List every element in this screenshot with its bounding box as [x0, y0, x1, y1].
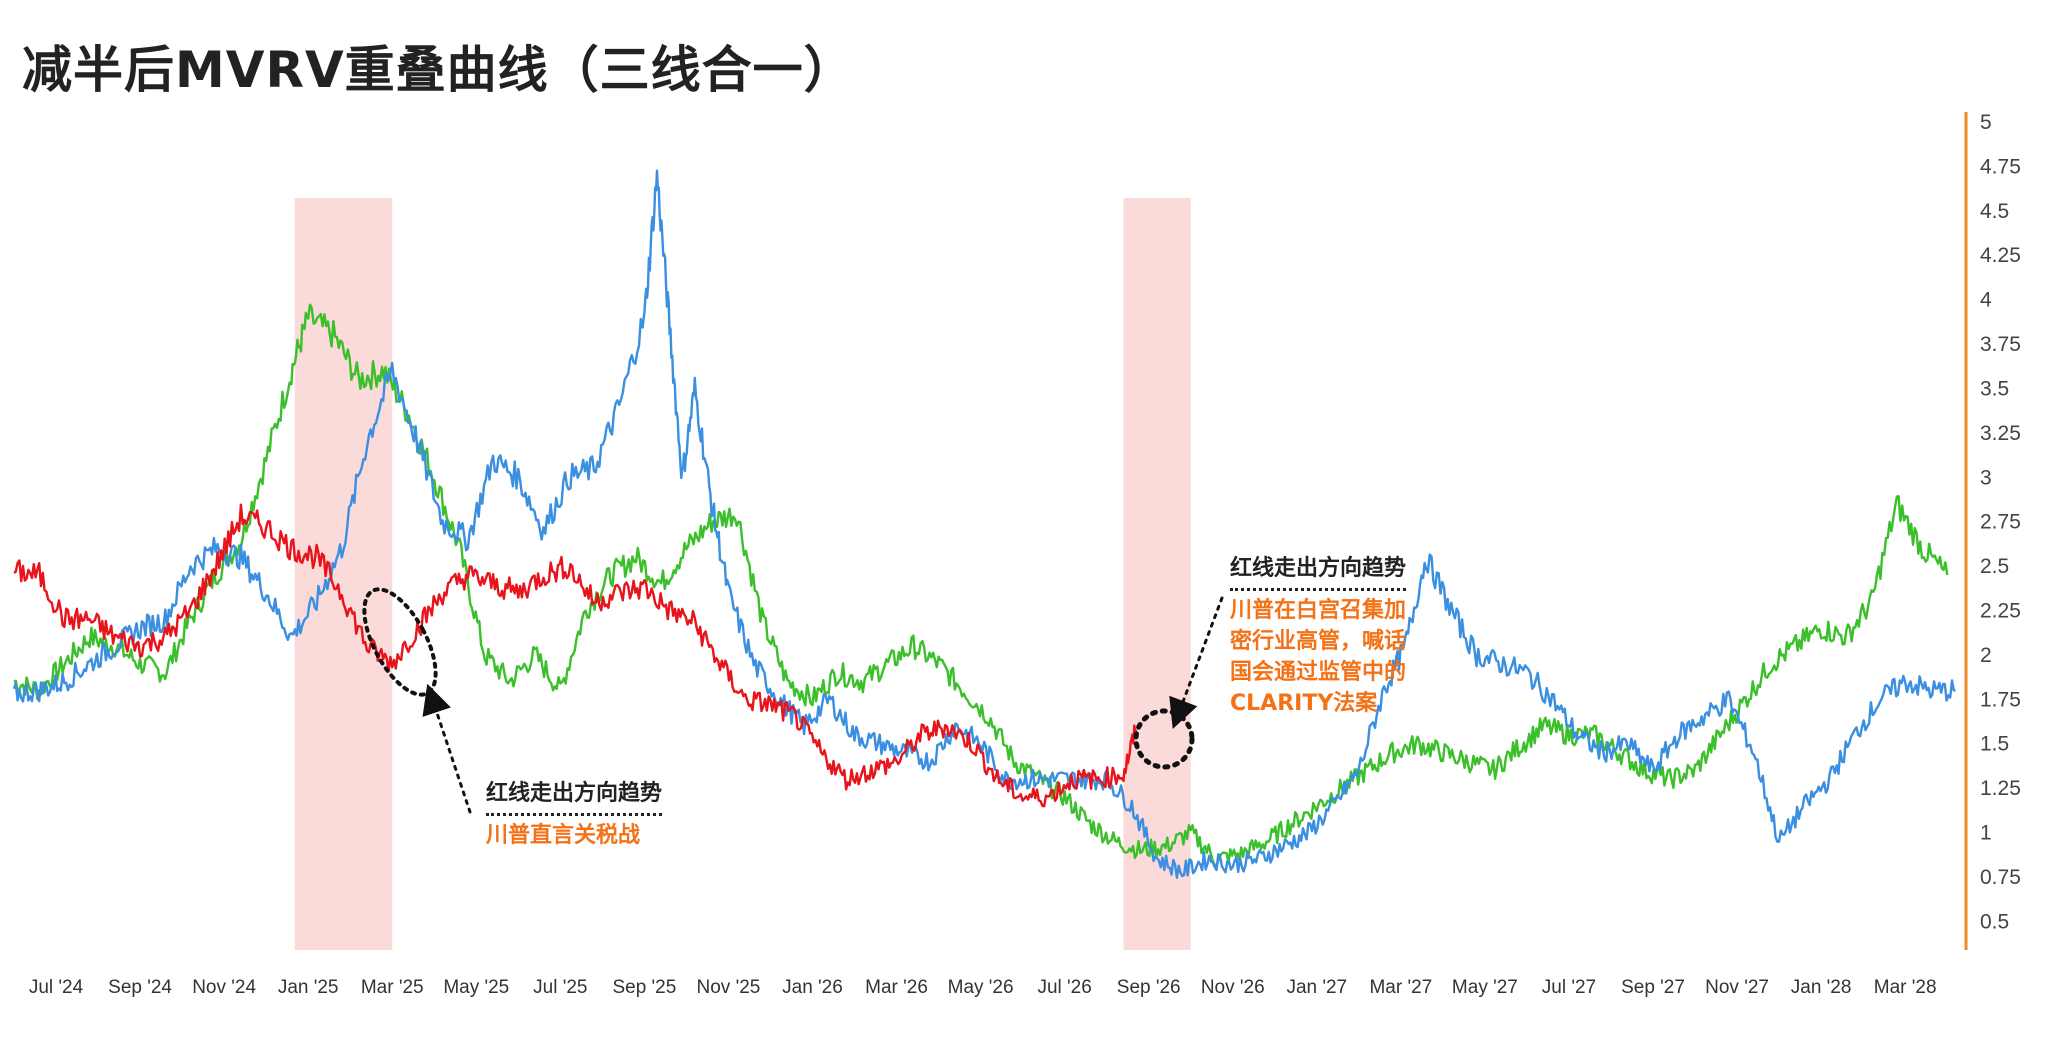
y-tick-label: 3	[1980, 466, 1992, 489]
shaded-region-1	[294, 198, 393, 950]
y-tick-label: 4	[1980, 289, 1992, 312]
y-tick-label: 1	[1980, 822, 1992, 845]
x-tick-label: May '25	[443, 977, 509, 998]
chart-title: 减半后MVRV重叠曲线（三线合一）	[22, 41, 855, 99]
annotation-clarity-body-3: 国会通过监管中的	[1230, 660, 1407, 685]
annotation-tariff-head: 红线走出方向趋势	[486, 781, 663, 806]
shaded-region-2	[1123, 198, 1191, 950]
y-tick-label: 3.25	[1980, 422, 2021, 445]
clarity-circle	[1133, 708, 1195, 770]
annotation-tariff: 红线走出方向趋势 川普直言关税战	[486, 778, 663, 851]
y-tick-label: 1.25	[1980, 777, 2021, 800]
annotation-clarity-body-2: 密行业高管，喊话	[1230, 629, 1407, 654]
x-tick-label: Jul '26	[1037, 977, 1091, 998]
x-tick-label: Nov '27	[1705, 977, 1769, 998]
y-tick-label: 4.5	[1980, 200, 2009, 223]
x-tick-label: Sep '26	[1117, 977, 1181, 998]
y-tick-label: 0.75	[1980, 866, 2021, 889]
y-tick-label: 1.75	[1980, 688, 2021, 711]
x-axis: Jul '24 Sep '24 Nov '24 Jan '25 Mar '25 May '…	[29, 977, 1937, 998]
x-tick-label: Sep '24	[108, 977, 172, 998]
y-tick-label: 3.5	[1980, 377, 2009, 400]
x-tick-label: Mar '27	[1369, 977, 1432, 998]
y-tick-label: 5	[1980, 111, 1992, 134]
clarity-arrow	[1169, 596, 1224, 730]
annotation-clarity-body-1: 川普在白宫召集加	[1230, 598, 1407, 623]
x-tick-label: Jan '26	[782, 977, 843, 998]
y-tick-label: 4.25	[1980, 244, 2021, 267]
y-tick-label: 2.25	[1980, 599, 2021, 622]
y-tick-label: 2.75	[1980, 511, 2021, 534]
annotation-markers	[362, 587, 1224, 814]
y-tick-label: 2	[1980, 644, 1992, 667]
x-tick-label: Mar '25	[361, 977, 424, 998]
x-tick-label: Jan '27	[1286, 977, 1347, 998]
x-tick-label: Sep '25	[612, 977, 676, 998]
x-tick-label: Nov '25	[697, 977, 761, 998]
x-tick-label: Nov '24	[192, 977, 256, 998]
x-tick-label: Jul '27	[1542, 977, 1596, 998]
x-tick-label: Nov '26	[1201, 977, 1265, 998]
x-tick-label: Jul '24	[29, 977, 84, 998]
annotation-tariff-divider	[486, 813, 663, 816]
annotation-tariff-body: 川普直言关税战	[486, 823, 641, 848]
x-tick-label: Sep '27	[1621, 977, 1685, 998]
tariff-arrow	[422, 683, 472, 814]
blue-series-line	[12, 169, 1956, 879]
x-tick-label: May '27	[1452, 977, 1518, 998]
x-tick-label: Mar '28	[1874, 977, 1937, 998]
annotation-clarity-head: 红线走出方向趋势	[1230, 556, 1407, 581]
annotation-clarity: 红线走出方向趋势 川普在白宫召集加 密行业高管，喊话 国会通过监管中的 CLAR…	[1230, 553, 1407, 719]
y-tick-label: 3.75	[1980, 333, 2021, 356]
tariff-circle	[362, 587, 438, 697]
x-tick-label: Mar '26	[865, 977, 928, 998]
shaded-regions	[294, 198, 1191, 950]
y-tick-label: 0.5	[1980, 910, 2009, 933]
y-tick-label: 2.5	[1980, 555, 2009, 578]
annotation-clarity-divider	[1230, 588, 1407, 591]
annotation-clarity-body-4: CLARITY法案	[1230, 691, 1378, 716]
y-tick-label: 1.5	[1980, 733, 2009, 756]
x-tick-label: Jul '25	[533, 977, 587, 998]
x-tick-label: May '26	[948, 977, 1014, 998]
series-lines	[12, 169, 1956, 879]
green-series-line	[13, 303, 1949, 868]
x-tick-label: Jan '25	[278, 977, 339, 998]
red-series-line	[13, 503, 1138, 808]
y-tick-label: 4.75	[1980, 155, 2021, 178]
y-axis-right: 0.5 0.75 1 1.25 1.5 1.75 2 2.25 2.5 2.75 3 3.25 3.5 3…	[1964, 111, 2021, 950]
x-tick-label: Jan '28	[1791, 977, 1852, 998]
